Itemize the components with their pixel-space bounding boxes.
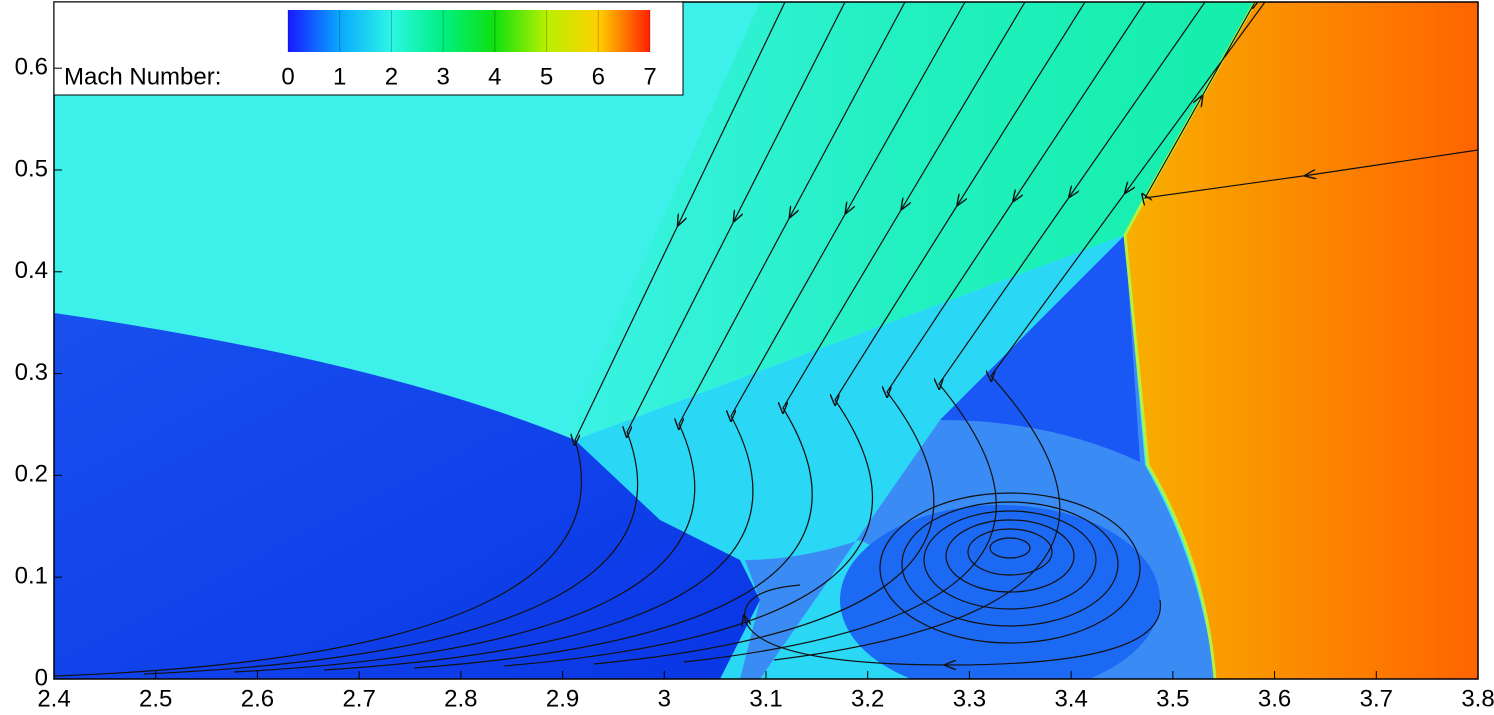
x-tick-label: 2.7 [342, 685, 375, 712]
x-tick-label: 3.6 [1258, 685, 1291, 712]
x-tick-label: 2.4 [37, 685, 70, 712]
x-tick-label: 2.8 [444, 685, 477, 712]
vortex-core-region [840, 505, 1160, 679]
x-tick-label: 3.7 [1360, 685, 1393, 712]
streamlines [54, 2, 1478, 677]
vortex-streamline [967, 528, 1053, 576]
x-tick-label: 3.2 [851, 685, 884, 712]
x-tick-label: 2.6 [241, 685, 274, 712]
x-tick-label: 3.1 [749, 685, 782, 712]
bow-shock [1123, 2, 1257, 679]
vortex-streamline [923, 510, 1097, 610]
vortex-streamline [989, 537, 1031, 559]
x-tick-label: 2.5 [139, 685, 172, 712]
subsonic-region [54, 313, 760, 679]
x-tick-label: 3.5 [1156, 685, 1189, 712]
y-tick-label: 0.6 [15, 54, 48, 81]
y-tick-label: 0.5 [15, 155, 48, 182]
y-tick-label: 0.3 [15, 359, 48, 386]
y-tick-label: 0.1 [15, 563, 48, 590]
streamline [233, 2, 906, 673]
y-tick-label: 0 [35, 664, 48, 691]
x-tick-label: 2.9 [546, 685, 579, 712]
vortex-streamline [901, 501, 1119, 627]
colorbar-tick-label: 2 [385, 63, 398, 90]
streamline [323, 2, 966, 671]
colorbar-tick-label: 1 [333, 63, 346, 90]
streamline [413, 2, 1026, 669]
x-tick-label: 3 [658, 685, 671, 712]
colorbar-tick-label: 3 [436, 63, 449, 90]
colorbar-tick-label: 4 [488, 63, 501, 90]
streamline [503, 2, 1086, 667]
colorbar-tick-label: 5 [540, 63, 553, 90]
streamline [54, 2, 786, 677]
y-tick-label: 0.2 [15, 461, 48, 488]
x-tick-label: 3.3 [953, 685, 986, 712]
vortex-streamline [945, 519, 1075, 593]
vortex-streamline [879, 492, 1141, 644]
streamline [143, 2, 846, 675]
mach-field [54, 2, 1478, 679]
x-tick-label: 3.8 [1461, 685, 1494, 712]
colorbar-label: Mach Number: [64, 63, 221, 90]
colorbar-tick-label: 7 [643, 63, 656, 90]
colorbar-tick-label: 0 [281, 63, 294, 90]
y-tick-label: 0.4 [15, 257, 48, 284]
x-tick-label: 3.4 [1054, 685, 1087, 712]
colorbar [288, 10, 650, 52]
streamline [1145, 2, 1478, 198]
streamline [593, 2, 1146, 665]
vortex-streamline [745, 584, 1161, 665]
colorbar-tick-label: 6 [592, 63, 605, 90]
